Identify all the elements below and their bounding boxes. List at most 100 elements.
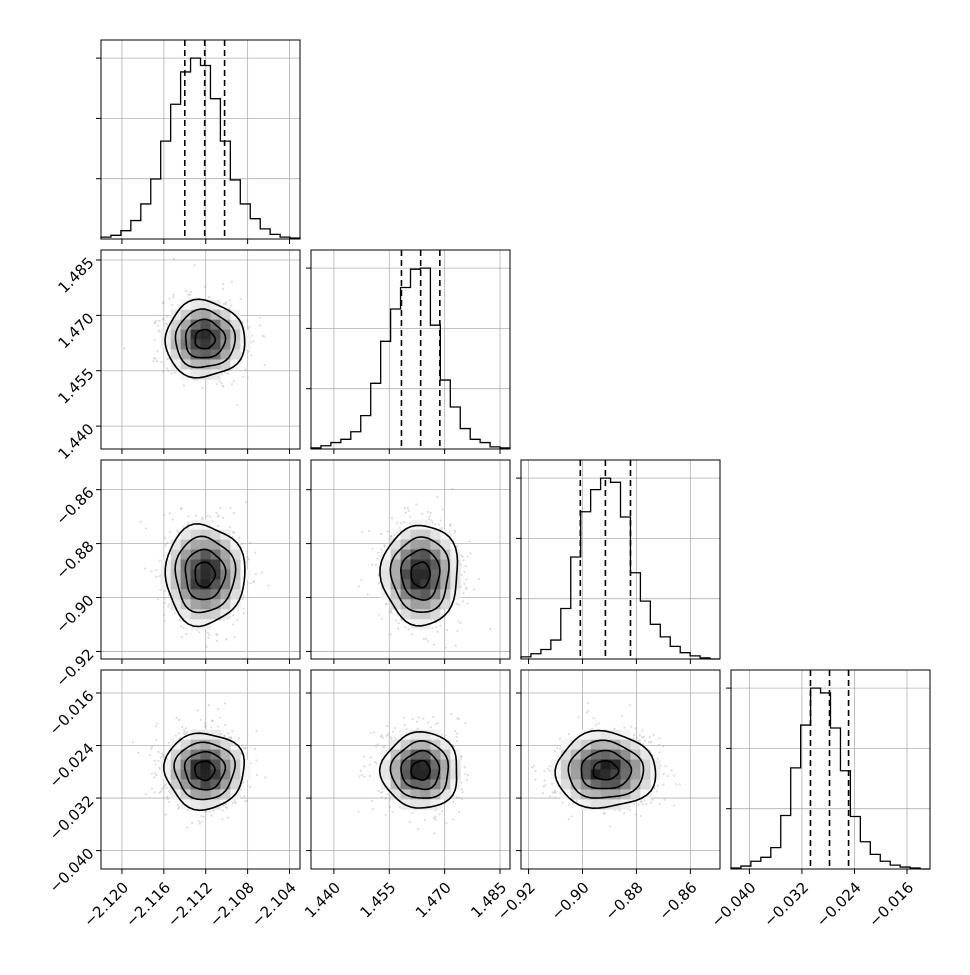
density-cell <box>430 769 441 780</box>
scatter-point <box>205 645 208 648</box>
scatter-point <box>228 736 231 739</box>
scatter-point <box>232 511 235 514</box>
scatter-point <box>637 803 640 806</box>
scatter-point <box>152 360 155 363</box>
scatter-point <box>462 592 465 595</box>
scatter-point <box>208 296 211 299</box>
contour-line <box>389 536 450 614</box>
scatter-point <box>434 818 437 821</box>
scatter-point <box>233 531 236 535</box>
density-cell <box>610 729 621 740</box>
scatter-point <box>386 724 389 728</box>
scatter-point <box>255 759 258 762</box>
scatter-point <box>455 735 458 739</box>
density-cell <box>400 589 411 600</box>
scatter-point <box>226 732 230 735</box>
density-cell <box>240 329 251 340</box>
scatter-point <box>411 633 414 636</box>
density-cell <box>430 749 441 760</box>
density-cell <box>230 539 241 550</box>
density-cell <box>230 549 241 560</box>
scatter-point <box>437 523 440 526</box>
scatter-point <box>222 287 225 291</box>
scatter-point <box>431 521 434 524</box>
contours <box>554 729 657 810</box>
density-cell <box>560 739 572 750</box>
density-cell <box>220 539 231 550</box>
scatter-point <box>430 519 433 522</box>
density-cell <box>210 529 221 540</box>
scatter-point <box>241 321 244 324</box>
scatter-point <box>254 573 257 576</box>
density-cell <box>410 729 421 740</box>
density-cell <box>180 589 191 600</box>
scatter-point <box>194 514 198 517</box>
scatter-point <box>409 515 412 518</box>
scatter-point <box>167 369 170 372</box>
density-cell <box>190 299 201 310</box>
density-cell <box>220 349 231 360</box>
density-cell <box>180 739 191 750</box>
scatter-point <box>210 719 214 722</box>
scatter-point <box>209 515 212 518</box>
scatter-point <box>154 725 157 728</box>
density-cell <box>420 789 431 800</box>
scatter-point <box>558 737 562 740</box>
scatter-point <box>439 519 442 522</box>
scatter-point <box>397 622 400 625</box>
density-cell <box>380 589 391 600</box>
scatter-point <box>639 800 643 803</box>
scatter-point <box>411 811 414 814</box>
scatter-point <box>369 756 372 759</box>
scatter-point <box>178 736 181 739</box>
scatter-panel-3-0 <box>96 669 301 874</box>
density-cell <box>450 779 461 790</box>
density-cell <box>400 529 411 540</box>
density-cell <box>160 759 171 770</box>
density-cell <box>620 729 631 740</box>
density-cell <box>180 319 191 330</box>
scatter-point <box>463 582 466 585</box>
density-cell <box>560 779 572 790</box>
scatter-point <box>230 383 234 386</box>
density-cell <box>210 599 221 610</box>
density-cell <box>180 599 191 610</box>
scatter-point <box>592 716 595 719</box>
scatter-point <box>204 725 207 728</box>
density-cell <box>210 789 221 800</box>
density-cell <box>200 609 211 620</box>
scatter-point <box>217 707 220 710</box>
density-cell <box>610 779 621 790</box>
scatter-point <box>602 812 606 815</box>
scatter-point <box>226 806 229 809</box>
density-cell <box>220 309 231 320</box>
density-cell <box>620 779 631 790</box>
scatter-point <box>237 737 241 740</box>
scatter-point <box>248 325 251 329</box>
density-cell <box>200 799 211 810</box>
scatter-point <box>243 795 246 798</box>
scatter-point <box>554 791 557 794</box>
scatter-point <box>150 745 154 749</box>
scatter-point <box>454 729 457 733</box>
scatter-point <box>153 321 156 324</box>
density-cell <box>410 789 421 800</box>
contours <box>162 732 246 812</box>
scatter-point <box>246 376 249 379</box>
density-cell <box>420 799 431 810</box>
scatter-point <box>231 801 234 805</box>
scatter-point <box>182 384 186 387</box>
density-cell <box>620 749 631 760</box>
scatter-point <box>171 518 175 521</box>
scatter-point <box>385 603 389 606</box>
scatter-point <box>542 785 545 788</box>
scatter-point <box>455 545 459 548</box>
scatter-point <box>168 297 171 300</box>
y-tick-label: 1.455 <box>54 365 97 408</box>
density-cell <box>400 599 411 610</box>
scatter-point <box>180 507 183 510</box>
histogram-panel-1 <box>306 249 511 454</box>
scatter-point <box>623 812 626 815</box>
scatter-point <box>658 751 661 754</box>
density-cell <box>640 789 651 800</box>
